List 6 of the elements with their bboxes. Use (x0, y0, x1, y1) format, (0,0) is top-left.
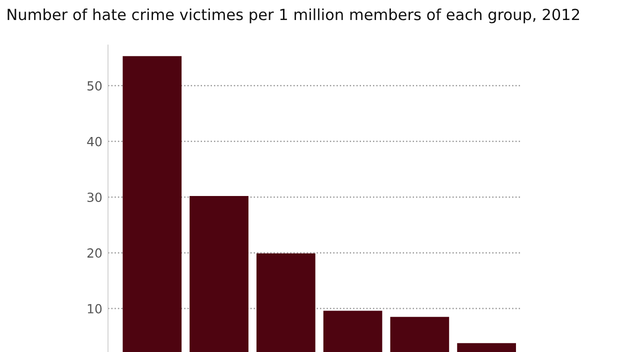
y-tick-label: 10 (88, 304, 102, 314)
y-tick-label: 20 (87, 248, 102, 258)
y-tick-label: 40 (87, 136, 102, 146)
chart-title: Number of hate crime victimes per 1 million members of each group, 2012 (8, 8, 580, 24)
y-tick-label: 50 (88, 81, 102, 91)
y-tick-label: 30 (87, 192, 102, 202)
